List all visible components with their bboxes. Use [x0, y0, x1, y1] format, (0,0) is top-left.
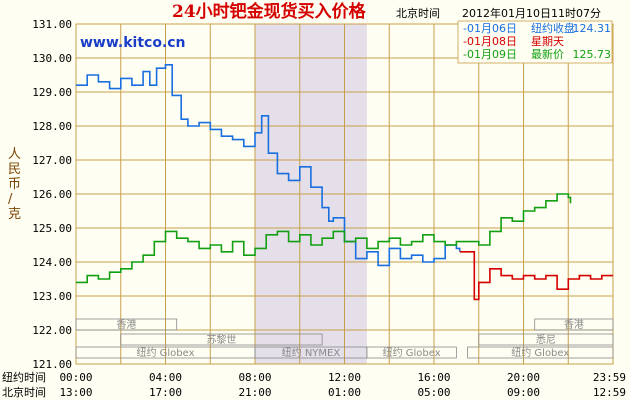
- market-session-box-1: [534, 318, 614, 331]
- y-axis-label: 人民币/克: [8, 147, 21, 222]
- x-tick-label-0-6: 23:59: [593, 371, 626, 384]
- chart-title: 24小时钯金现货买入价格: [172, 1, 367, 22]
- x-tick-label-0-2: 08:00: [238, 371, 271, 384]
- legend-date-2: -01月09日: [463, 48, 517, 61]
- plot-frame: [75, 23, 614, 365]
- series-line-2: [76, 193, 572, 284]
- x-tick-label-1-5: 09:00: [507, 386, 540, 399]
- y-axis-label-char: 人: [8, 147, 21, 162]
- x-tick-label-1-4: 05:00: [417, 386, 450, 399]
- y-tick-label-1: 122.00: [32, 324, 72, 337]
- series-line-0: [76, 64, 461, 267]
- y-tick-label-10: 131.00: [32, 18, 72, 31]
- market-session-label-4: 纽约 Globex: [136, 346, 194, 359]
- y-tick-label-2: 123.00: [32, 290, 72, 303]
- legend-date-0: -01月06日: [463, 22, 517, 35]
- market-session-label-1: 香港: [564, 319, 584, 331]
- legend-label-1: 星期天: [531, 35, 564, 48]
- y-axis-label-char: 克: [8, 207, 21, 222]
- legend-box: [457, 20, 613, 64]
- y-tick-label-7: 128.00: [32, 120, 72, 133]
- x-tick-label-0-0: 00:00: [59, 371, 92, 384]
- market-session-box-0: [75, 318, 178, 331]
- x-tick-label-1-0: 13:00: [59, 386, 92, 399]
- x-tick-label-1-1: 17:00: [149, 386, 182, 399]
- y-tick-label-8: 129.00: [32, 86, 72, 99]
- header-location-label: 北京时间: [396, 6, 440, 20]
- x-tick-label-0-1: 04:00: [149, 371, 182, 384]
- market-session-label-3: 悉尼: [536, 334, 556, 346]
- legend-label-0: 纽约收盘: [531, 21, 575, 35]
- x-tick-label-1-3: 01:00: [328, 386, 361, 399]
- market-session-box-3: [478, 333, 614, 346]
- x-tick-label-1-2: 21:00: [238, 386, 271, 399]
- legend-value-2: 125.73: [573, 48, 612, 61]
- time-row-label-0: 纽约时间: [2, 370, 46, 384]
- y-tick-label-6: 127.00: [32, 154, 72, 167]
- series-line-1: [459, 251, 613, 301]
- y-tick-label-9: 130.00: [32, 52, 72, 65]
- legend-label-2: 最新价: [531, 47, 564, 61]
- watermark-text: www.kitco.cn: [80, 35, 186, 51]
- market-session-box-2: [120, 333, 323, 346]
- header-timestamp: 2012年01月10日11时07分: [462, 6, 601, 20]
- legend-date-1: -01月08日: [463, 35, 517, 48]
- market-session-label-7: 纽约 Globex: [511, 346, 569, 359]
- legend-value-0: 124.31: [573, 22, 612, 35]
- time-row-label-1: 北京时间: [2, 385, 46, 399]
- y-tick-label-5: 126.00: [32, 188, 72, 201]
- market-session-label-2: 苏黎世: [206, 333, 236, 346]
- x-tick-label-1-6: 12:59: [593, 386, 626, 399]
- x-tick-label-0-3: 12:00: [328, 371, 361, 384]
- x-tick-label-0-4: 16:00: [417, 371, 450, 384]
- market-session-label-6: 纽约 Globex: [383, 346, 441, 359]
- y-tick-label-3: 124.00: [32, 256, 72, 269]
- market-session-box-6: [366, 346, 457, 359]
- y-axis-label-char: 币: [8, 177, 21, 192]
- x-tick-label-0-5: 20:00: [507, 371, 540, 384]
- market-session-box-7: [467, 346, 614, 359]
- y-axis-label-char: /: [8, 192, 13, 207]
- market-session-label-5: 纽约 NYMEX: [282, 346, 341, 359]
- y-tick-label-4: 125.00: [32, 222, 72, 235]
- market-session-label-0: 香港: [116, 319, 136, 331]
- y-tick-label-0: 121.00: [32, 358, 72, 371]
- y-axis-label-char: 民: [8, 162, 21, 177]
